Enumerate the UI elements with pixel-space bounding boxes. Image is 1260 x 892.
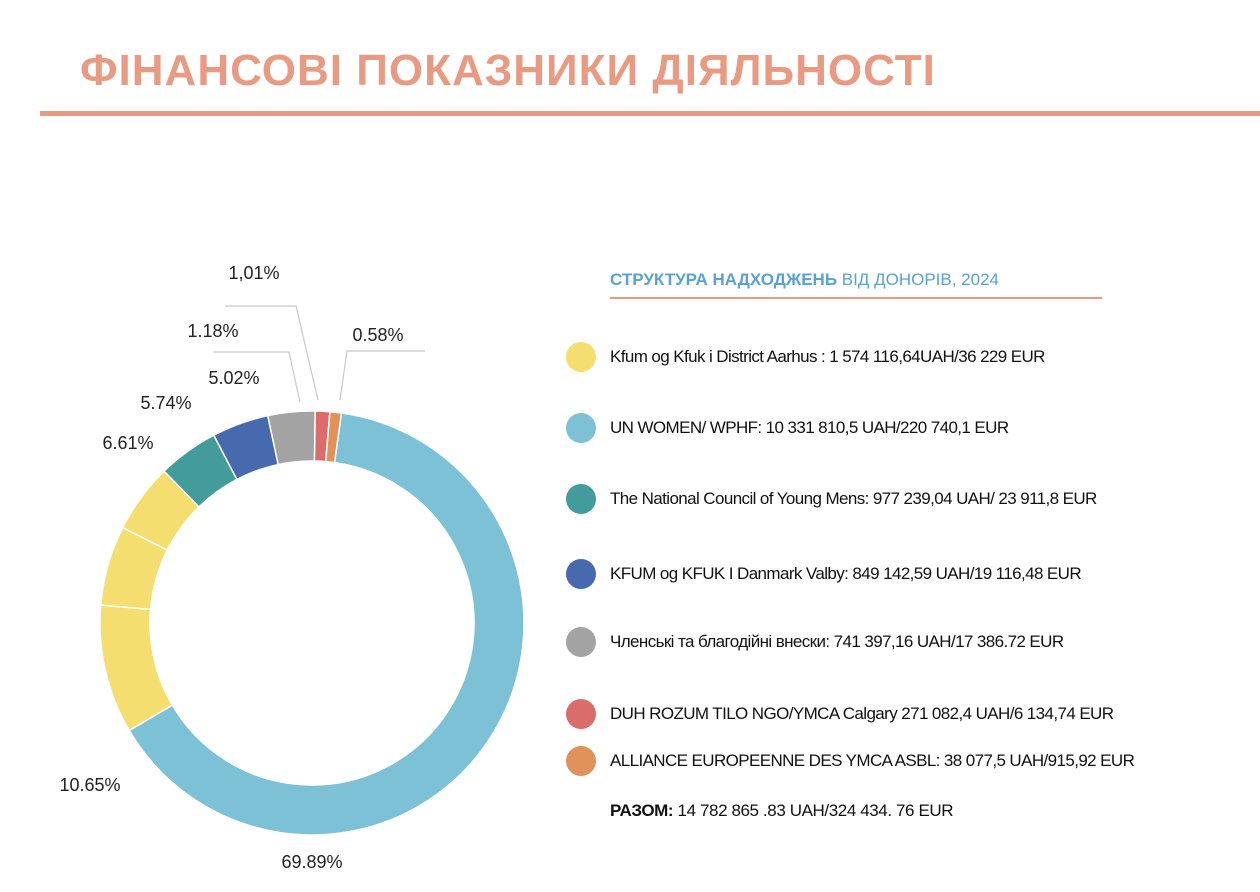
legend-label: KFUM og KFUK I Danmark Valby: 849 142,59… — [610, 564, 1082, 583]
slice-label-3: 10.65% — [59, 775, 120, 795]
donut-slice-1 — [128, 412, 525, 836]
legend-item: UN WOMEN/ WPHF: 10 331 810,5 UAH/220 740… — [566, 413, 1009, 443]
chart-title: СТРУКТУРА НАДХОДЖЕНЬ ВІД ДОНОРІВ, 2024 — [610, 270, 999, 290]
legend-label: Членські та благодійні внески: 741 397,1… — [610, 632, 1064, 651]
donut-slice-2 — [99, 604, 174, 732]
legend-label: Kfum og Kfuk i District Aarhus : 1 574 1… — [610, 347, 1045, 366]
legend-item: KFUM og KFUK I Danmark Valby: 849 142,59… — [566, 559, 1082, 589]
legend-swatch — [566, 746, 596, 776]
legend-swatch — [566, 413, 596, 443]
donut-slice-9 — [324, 410, 343, 464]
chart-title-bold: СТРУКТУРА НАДХОДЖЕНЬ — [610, 270, 838, 289]
slice-label-8: 1,01% — [228, 263, 279, 283]
slice-label-1: 0.58% — [352, 325, 403, 345]
total-label: РАЗОМ: — [610, 801, 674, 820]
leader-lines — [213, 305, 425, 403]
legend-label: DUH ROZUM TILO NGO/YMCA Calgary 271 082,… — [610, 704, 1114, 723]
chart-title-underline — [610, 297, 1102, 299]
total-value: 14 782 865 .83 UAH/324 434. 76 EUR — [677, 801, 954, 820]
legend-swatch — [566, 484, 596, 514]
page-title: ФІНАНСОВІ ПОКАЗНИКИ ДІЯЛЬНОСТІ — [80, 46, 936, 95]
leader-line-1 — [339, 350, 425, 401]
legend-swatch — [566, 559, 596, 589]
chart-title-regular: ВІД ДОНОРІВ, 2024 — [841, 270, 999, 289]
slice-label-7: 1.18% — [187, 321, 238, 341]
legend-label: The National Council of Young Mens: 977 … — [610, 489, 1097, 508]
legend-label: ALLIANCE EUROPEENNE DES YMCA ASBL: 38 07… — [610, 751, 1135, 770]
legend-item: Членські та благодійні внески: 741 397,1… — [566, 627, 1064, 657]
leader-line-8 — [225, 305, 319, 401]
slice-label-2: 69.89% — [281, 852, 342, 872]
title-divider — [40, 111, 1260, 116]
legend-swatch — [566, 627, 596, 657]
percentage-labels: 0.58% 69.89% 10.65% 6.61% 5.74% 5.02% 1.18% 1,0… — [59, 263, 403, 872]
total-row: РАЗОМ: 14 782 865 .83 UAH/324 434. 76 EU… — [610, 801, 954, 821]
leader-line-7 — [213, 351, 301, 403]
legend-item: DUH ROZUM TILO NGO/YMCA Calgary 271 082,… — [566, 699, 1114, 729]
legend-item: Kfum og Kfuk i District Aarhus : 1 574 1… — [566, 342, 1045, 372]
legend-item: ALLIANCE EUROPEENNE DES YMCA ASBL: 38 07… — [566, 746, 1135, 776]
legend-item: The National Council of Young Mens: 977 … — [566, 484, 1097, 514]
slice-label-4: 6.61% — [102, 433, 153, 453]
legend-label: UN WOMEN/ WPHF: 10 331 810,5 UAH/220 740… — [610, 418, 1009, 437]
legend-swatch — [566, 342, 596, 372]
legend-swatch — [566, 699, 596, 729]
slice-label-5: 5.74% — [140, 393, 191, 413]
donut-slices — [99, 410, 525, 836]
slice-label-6: 5.02% — [208, 368, 259, 388]
